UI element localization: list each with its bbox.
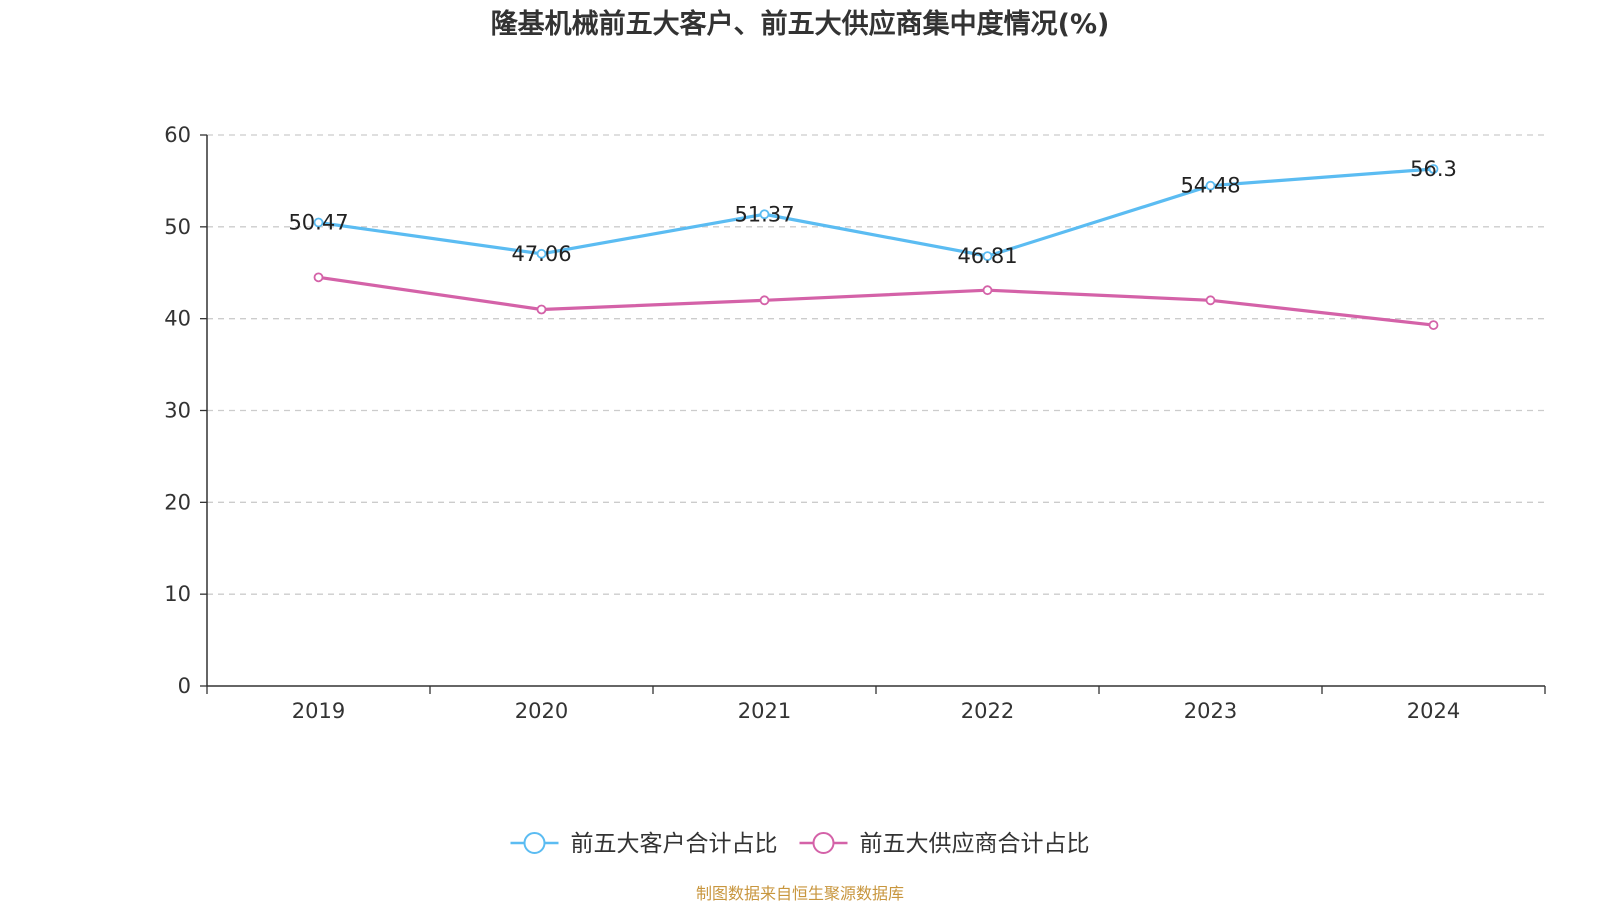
- chart-title: 隆基机械前五大客户、前五大供应商集中度情况(%): [490, 9, 1110, 40]
- x-tick-label: 2019: [292, 699, 345, 723]
- data-label: 56.3: [1410, 157, 1457, 181]
- x-tick-label: 2020: [515, 699, 568, 723]
- data-point: [536, 248, 547, 259]
- legend[interactable]: 前五大客户合计占比 前五大供应商合计占比: [510, 831, 1090, 857]
- data-point: [982, 251, 993, 262]
- x-tick-label: 2023: [1184, 699, 1237, 723]
- source-note: 制图数据来自恒生聚源数据库: [695, 884, 904, 903]
- series-line: [318, 275, 1434, 327]
- legend-label: 前五大供应商合计占比: [860, 831, 1090, 857]
- data-point: [536, 304, 547, 315]
- data-label: 50.47: [288, 211, 348, 235]
- data-label: 46.81: [957, 244, 1017, 268]
- data-point: [1428, 320, 1439, 330]
- legend-item[interactable]: 前五大客户合计占比: [510, 831, 778, 857]
- axes: 0 10 20 30 40 50 60 2019 2020 2021 2022 2023 2024: [164, 123, 1546, 723]
- x-tick-label: 2024: [1407, 699, 1460, 723]
- y-tick-label: 60: [164, 123, 191, 147]
- data-point: [1205, 180, 1216, 191]
- data-label: 51.37: [734, 202, 794, 226]
- data-label: 54.48: [1180, 174, 1240, 198]
- y-tick-label: 10: [164, 582, 191, 606]
- data-point: [313, 217, 324, 228]
- legend-label: 前五大客户合计占比: [571, 831, 778, 857]
- data-point: [1428, 164, 1439, 174]
- series-line: [318, 167, 1434, 258]
- data-labels: 50.47 47.06 51.37 46.81 54.48 56.3: [288, 157, 1456, 268]
- y-tick-label: 30: [164, 399, 191, 423]
- legend-item[interactable]: 前五大供应商合计占比: [799, 831, 1090, 857]
- x-tick-label: 2022: [961, 699, 1014, 723]
- y-tick-label: 40: [164, 307, 191, 331]
- y-tick-label: 20: [164, 490, 191, 514]
- data-label: 47.06: [511, 242, 571, 266]
- x-tick-label: 2021: [738, 699, 791, 723]
- series-lines: [313, 164, 1439, 330]
- data-point: [982, 285, 993, 296]
- data-point: [759, 209, 770, 220]
- data-point: [759, 295, 770, 306]
- legend-marker-icon: [812, 832, 835, 854]
- y-tick-label: 0: [178, 674, 191, 698]
- legend-marker-icon: [523, 832, 546, 854]
- y-tick-label: 50: [164, 215, 191, 239]
- data-point: [1205, 295, 1216, 306]
- data-point: [313, 272, 324, 283]
- grid-lines: [207, 134, 1545, 595]
